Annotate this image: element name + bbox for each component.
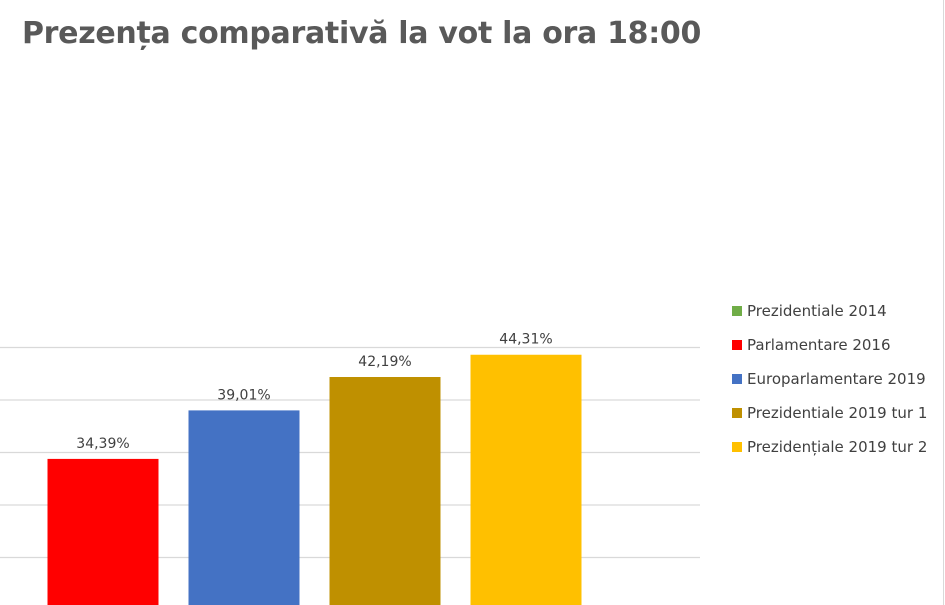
chart-title: Prezența comparativă la vot la ora 18:00	[22, 16, 702, 51]
legend-swatch	[732, 408, 742, 418]
legend-item: Parlamentare 2016	[732, 328, 927, 362]
legend-swatch	[732, 306, 742, 316]
frame-edge	[943, 0, 944, 605]
legend-label: Parlamentare 2016	[747, 336, 891, 354]
legend-swatch	[732, 340, 742, 350]
data-label: 39,01%	[217, 387, 270, 403]
legend-label: Prezidențiale 2019 tur 2	[747, 438, 928, 456]
bar	[188, 410, 300, 605]
legend-item: Europarlamentare 2019	[732, 362, 927, 396]
legend-swatch	[732, 442, 742, 452]
data-label: 44,31%	[499, 332, 552, 348]
legend: Prezidentiale 2014 Parlamentare 2016 Europ…	[732, 294, 927, 464]
legend-label: Prezidentiale 2014	[747, 302, 887, 320]
data-label: 42,19%	[358, 354, 411, 370]
plot-area: 34,39% 39,01% 42,19% 44,31%	[0, 332, 700, 605]
bar	[329, 377, 441, 605]
data-label: 34,39%	[76, 436, 129, 452]
legend-item: Prezidențiale 2019 tur 2	[732, 430, 927, 464]
legend-item: Prezidentiale 2019 tur 1	[732, 396, 927, 430]
legend-label: Europarlamentare 2019	[747, 370, 926, 388]
bar	[470, 354, 582, 605]
legend-swatch	[732, 374, 742, 384]
legend-label: Prezidentiale 2019 tur 1	[747, 404, 928, 422]
bar	[47, 458, 159, 605]
legend-item: Prezidentiale 2014	[732, 294, 927, 328]
